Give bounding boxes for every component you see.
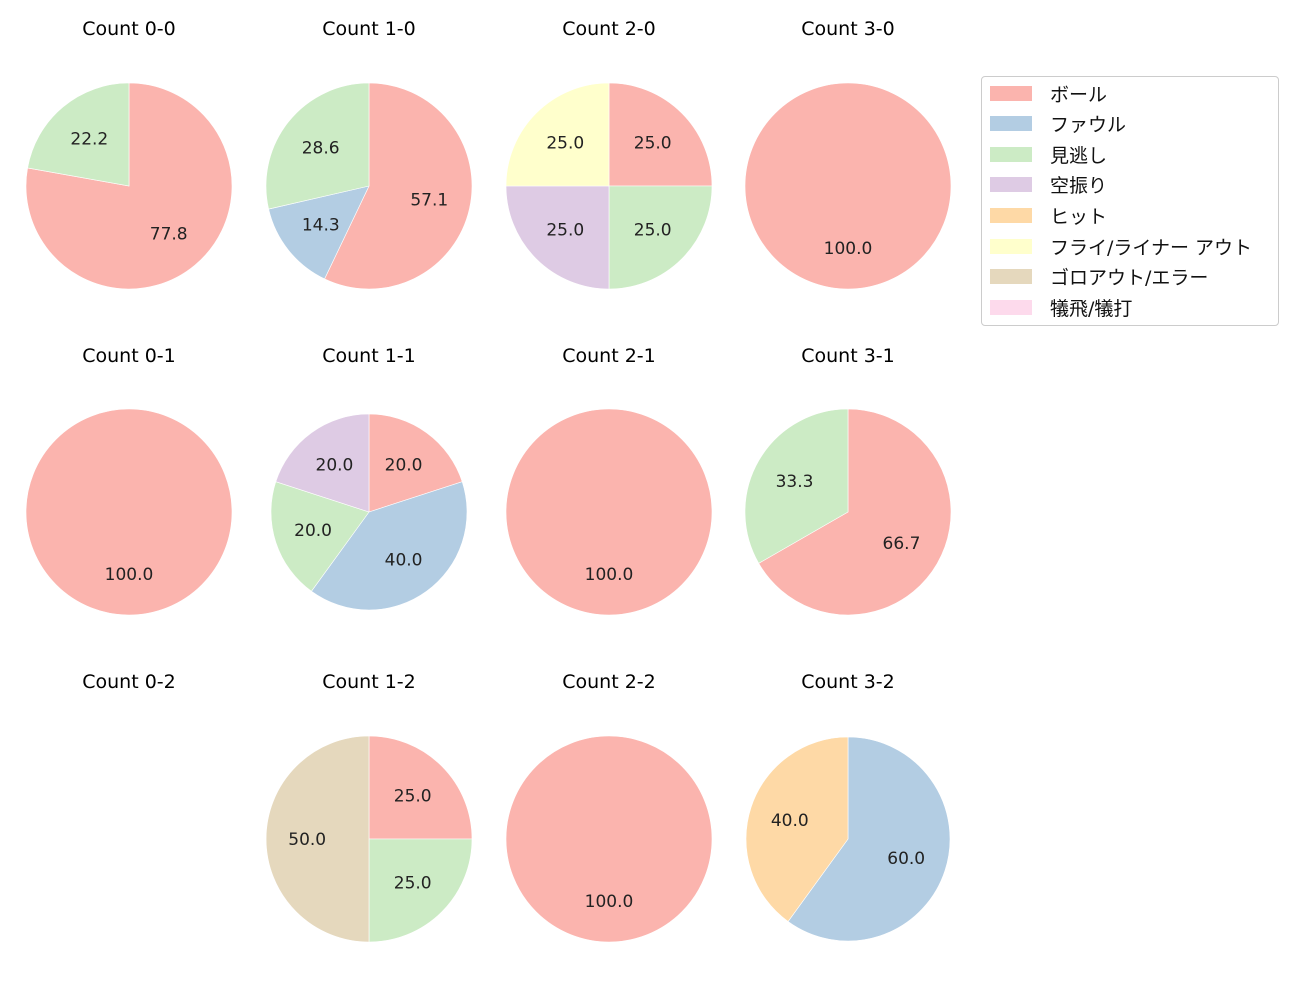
- pie-slice: [368, 735, 473, 840]
- slice-percentage-label: 40.0: [771, 811, 809, 831]
- pie-count-0-1: Count 0-1 100.0: [25, 345, 233, 616]
- pie-slice: [324, 82, 473, 290]
- slice-percentage-label: 14.3: [302, 216, 340, 236]
- slice-percentage-label: 20.0: [294, 521, 332, 541]
- legend-item: 犠飛/犠打: [990, 295, 1133, 320]
- pie-slice: [505, 185, 610, 290]
- legend-item: ボール: [990, 81, 1108, 106]
- slice-percentage-label: 33.3: [776, 472, 814, 492]
- legend-label: ボール: [1050, 83, 1108, 106]
- slice-percentage-label: 22.2: [70, 130, 108, 150]
- pie-count-0-0: Count 0-0 77.8 22.2: [25, 18, 233, 290]
- pie-title: Count 2-2: [562, 671, 656, 693]
- legend-swatch: [990, 299, 1032, 315]
- pie-slice: [275, 413, 370, 513]
- pie-slice: [505, 408, 713, 616]
- legend-label: フライ/ライナー アウト: [1050, 236, 1253, 259]
- pie-count-3-0: Count 3-0 100.0: [744, 18, 952, 290]
- pie-count-0-2: Count 0-2: [82, 671, 176, 693]
- legend-swatch: [990, 238, 1032, 254]
- pie-count-1-2: Count 1-2 25.0 25.0 50.0: [265, 671, 473, 943]
- legend-item: ゴロアウト/エラー: [990, 265, 1208, 289]
- pie-title: Count 2-0: [562, 18, 656, 40]
- legend-label: 犠飛/犠打: [1050, 297, 1133, 320]
- pie-count-3-1: Count 3-1 66.7 33.3: [744, 345, 952, 616]
- pie-slice: [268, 185, 370, 280]
- pie-title: Count 3-0: [801, 18, 895, 40]
- legend: ボールファウル見逃し空振りヒットフライ/ライナー アウト ゴロアウト/エラー 犠飛/…: [981, 76, 1279, 326]
- legend-swatch: [990, 146, 1032, 162]
- slice-percentage-label: 60.0: [887, 849, 925, 869]
- slice-percentage-label: 40.0: [385, 551, 423, 571]
- pie-count-2-1: Count 2-1 100.0: [505, 345, 713, 616]
- slice-percentage-label: 25.0: [546, 221, 584, 241]
- slice-percentage-label: 100.0: [585, 565, 634, 585]
- slice-percentage-label: 20.0: [385, 455, 423, 475]
- legend-swatch: [990, 116, 1032, 132]
- pie-slice: [265, 82, 370, 210]
- slice-percentage-label: 25.0: [634, 221, 672, 241]
- pie-count-1-1: Count 1-1 20.0 40.0 20.0 20.0: [270, 345, 468, 611]
- pie-slice: [758, 408, 952, 616]
- pie-slice: [787, 736, 951, 942]
- legend-swatch: [990, 177, 1032, 193]
- pie-slice: [25, 82, 233, 290]
- slice-percentage-label: 57.1: [410, 191, 448, 211]
- pie-slice: [368, 838, 473, 943]
- pie-title: Count 1-0: [322, 18, 416, 40]
- pie-slice: [25, 408, 233, 616]
- legend-label: ヒット: [1050, 205, 1108, 228]
- legend-swatch: [990, 207, 1032, 223]
- pie-count-3-2: Count 3-2 60.0 40.0: [745, 671, 951, 942]
- pie-title: Count 0-2: [82, 671, 176, 693]
- pie-title: Count 2-1: [562, 345, 656, 367]
- slice-percentage-label: 50.0: [288, 830, 326, 850]
- slice-percentage-label: 77.8: [150, 224, 188, 244]
- pie-title: Count 1-1: [322, 345, 416, 367]
- legend-swatch: [990, 269, 1032, 285]
- legend-item: ファウル: [990, 112, 1126, 136]
- pie-slice: [27, 82, 130, 187]
- pie-title: Count 1-2: [322, 671, 416, 693]
- legend-label: 見逃し: [1050, 144, 1108, 167]
- legend-label: 空振り: [1050, 175, 1108, 198]
- pie-slice: [745, 736, 849, 922]
- pie-slice: [505, 735, 713, 943]
- pie-slice: [608, 185, 713, 290]
- pie-count-2-2: Count 2-2 100.0: [505, 671, 713, 943]
- pie-count-1-0: Count 1-0 57.1 14.3 28.6: [265, 18, 473, 290]
- pie-slice: [744, 408, 849, 564]
- pie-title: Count 3-2: [801, 671, 895, 693]
- pie-slice: [368, 413, 463, 513]
- pie-slice: [270, 481, 370, 592]
- legend-item: フライ/ライナー アウト: [990, 234, 1253, 259]
- slice-percentage-label: 100.0: [585, 892, 634, 912]
- slice-percentage-label: 20.0: [316, 455, 354, 475]
- legend-item: 空振り: [990, 173, 1107, 197]
- slice-percentage-label: 25.0: [634, 133, 672, 153]
- legend-item: 見逃し: [990, 142, 1108, 167]
- legend-label: ファウル: [1050, 114, 1127, 137]
- pie-slice: [310, 481, 468, 611]
- slice-percentage-label: 25.0: [394, 874, 432, 894]
- slice-percentage-label: 25.0: [394, 786, 432, 806]
- pie-title: Count 0-1: [82, 345, 176, 367]
- legend-swatch: [990, 85, 1032, 101]
- pie-title: Count 0-0: [82, 18, 176, 40]
- pie-count-2-0: Count 2-0 25.0 25.0 25.0 25.0: [505, 18, 713, 290]
- pie-slice: [505, 82, 610, 187]
- pie-slice: [608, 82, 713, 187]
- slice-percentage-label: 100.0: [824, 239, 873, 259]
- slice-percentage-label: 66.7: [883, 534, 921, 554]
- slice-percentage-label: 25.0: [546, 133, 584, 153]
- pie-slice: [265, 735, 370, 943]
- slice-percentage-label: 100.0: [105, 565, 154, 585]
- pie-title: Count 3-1: [801, 345, 895, 367]
- slice-percentage-label: 28.6: [302, 139, 340, 159]
- legend-label: ゴロアウト/エラー: [1050, 267, 1209, 290]
- pie-slice: [744, 82, 952, 290]
- legend-item: ヒット: [990, 203, 1108, 228]
